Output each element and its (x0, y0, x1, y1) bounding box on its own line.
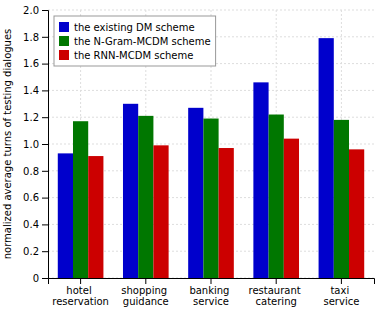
x-tick-label-line: service (193, 296, 229, 307)
x-tick: taxi service (323, 278, 359, 307)
x-tick-label-line: guidance (123, 296, 169, 307)
y-axis-title: normalized average turns of testing dial… (2, 29, 13, 260)
y-tick-label: 1.6 (23, 58, 39, 69)
legend-swatch (59, 50, 69, 60)
x-tick-label-line: hotel (66, 285, 95, 296)
bar-series (73, 115, 349, 278)
x-tick-mark (80, 278, 81, 284)
plot: 0 0.2 0.4 0.6 0.8 1.0 1.2 1.4 1.6 1.8 2.0 hotel res… (2, 5, 375, 307)
grid (48, 10, 374, 278)
y-tick-label: 1.4 (23, 85, 39, 96)
y-tick-mark (42, 251, 48, 252)
legend-item: the N-Gram-MCDM scheme (59, 36, 211, 47)
legend-swatch (59, 36, 69, 46)
y-tick: 0.2 (23, 246, 48, 257)
x-axis: hotel reservation shopping guidance bankin… (49, 278, 375, 307)
x-tick-label: taxi service (323, 285, 359, 307)
bar (123, 104, 138, 278)
legend-swatch (59, 22, 69, 32)
y-tick: 1.8 (23, 32, 48, 43)
bar (138, 116, 153, 278)
y-tick-label: 0.4 (23, 219, 39, 230)
chart-container: 0 0.2 0.4 0.6 0.8 1.0 1.2 1.4 1.6 1.8 2.0 hotel res… (0, 0, 384, 318)
y-tick: 1.0 (23, 139, 48, 150)
y-tick-label: 0 (33, 273, 39, 284)
y-tick-mark (42, 37, 48, 38)
x-tick: banking service (189, 278, 232, 307)
y-tick-label: 0.2 (23, 246, 39, 257)
y-tick-mark (42, 278, 48, 279)
y-axis-line (42, 11, 49, 279)
y-tick-label: 2.0 (23, 5, 39, 16)
x-tick-mark (276, 278, 277, 284)
legend-box (54, 16, 216, 66)
x-tick-mark (341, 278, 342, 284)
y-tick-mark (42, 64, 48, 65)
x-tick-label-line: service (323, 296, 359, 307)
x-tick-label-line: restaurant (249, 285, 304, 296)
y-tick: 0.6 (23, 192, 48, 203)
x-tick: hotel reservation (52, 278, 109, 307)
legend-label: the RNN-MCDM scheme (74, 50, 193, 61)
bar (88, 156, 103, 278)
bar (153, 145, 168, 278)
y-tick: 1.6 (23, 58, 48, 69)
legend-label: the N-Gram-MCDM scheme (74, 36, 211, 47)
chart-svg: 0 0.2 0.4 0.6 0.8 1.0 1.2 1.4 1.6 1.8 2.0 hotel res… (0, 0, 384, 318)
x-tick-label-line: catering (256, 296, 297, 307)
y-tick-mark (42, 10, 48, 11)
y-tick-mark (42, 90, 48, 91)
y-tick-label: 0.8 (23, 166, 39, 177)
bar (253, 82, 268, 278)
y-tick-label: 1.8 (23, 32, 39, 43)
legend-label: the existing DM scheme (74, 22, 195, 33)
y-tick: 0.4 (23, 219, 48, 230)
x-tick-label: shopping guidance (121, 285, 170, 307)
x-tick-label: restaurant catering (249, 285, 304, 307)
bar (319, 38, 334, 278)
y-tick-label: 1.2 (23, 112, 39, 123)
x-tick-label-line: taxi (330, 285, 352, 296)
x-tick-label-line: shopping (121, 285, 170, 296)
x-tick-label: hotel reservation (52, 285, 109, 307)
y-tick-mark (42, 144, 48, 145)
y-tick-mark (42, 171, 48, 172)
bar (219, 148, 234, 278)
bar-series (58, 38, 334, 278)
y-tick-mark (42, 117, 48, 118)
bar (269, 115, 284, 278)
y-axis: 0 0.2 0.4 0.6 0.8 1.0 1.2 1.4 1.6 1.8 2.0 (23, 5, 48, 284)
y-tick-mark (42, 198, 48, 199)
x-tick-label: banking service (189, 285, 232, 307)
bar (58, 153, 73, 278)
bar (334, 120, 349, 278)
y-tick: 0 (33, 273, 48, 284)
bar (73, 121, 88, 278)
x-tick-label-line: banking (189, 285, 232, 296)
y-tick-label: 0.6 (23, 192, 39, 203)
x-tick: shopping guidance (121, 278, 170, 307)
x-tick-mark (145, 278, 146, 284)
bar (188, 108, 203, 278)
y-tick: 1.4 (23, 85, 48, 96)
x-tick-mark (211, 278, 212, 284)
legend-item: the RNN-MCDM scheme (59, 50, 193, 61)
bar (203, 119, 218, 278)
bar (284, 139, 299, 278)
bar-series (88, 139, 364, 278)
x-axis-line (49, 279, 375, 285)
bar (349, 149, 364, 278)
bars (58, 38, 364, 278)
legend-item: the existing DM scheme (59, 22, 195, 33)
x-tick: restaurant catering (249, 278, 304, 307)
y-tick-label: 1.0 (23, 139, 39, 150)
y-tick: 1.2 (23, 112, 48, 123)
legend: the existing DM scheme the N-Gram-MCDM sc… (54, 16, 216, 66)
y-tick: 0.8 (23, 166, 48, 177)
y-tick: 2.0 (23, 5, 48, 16)
y-tick-mark (42, 224, 48, 225)
x-tick-label-line: reservation (52, 296, 109, 307)
